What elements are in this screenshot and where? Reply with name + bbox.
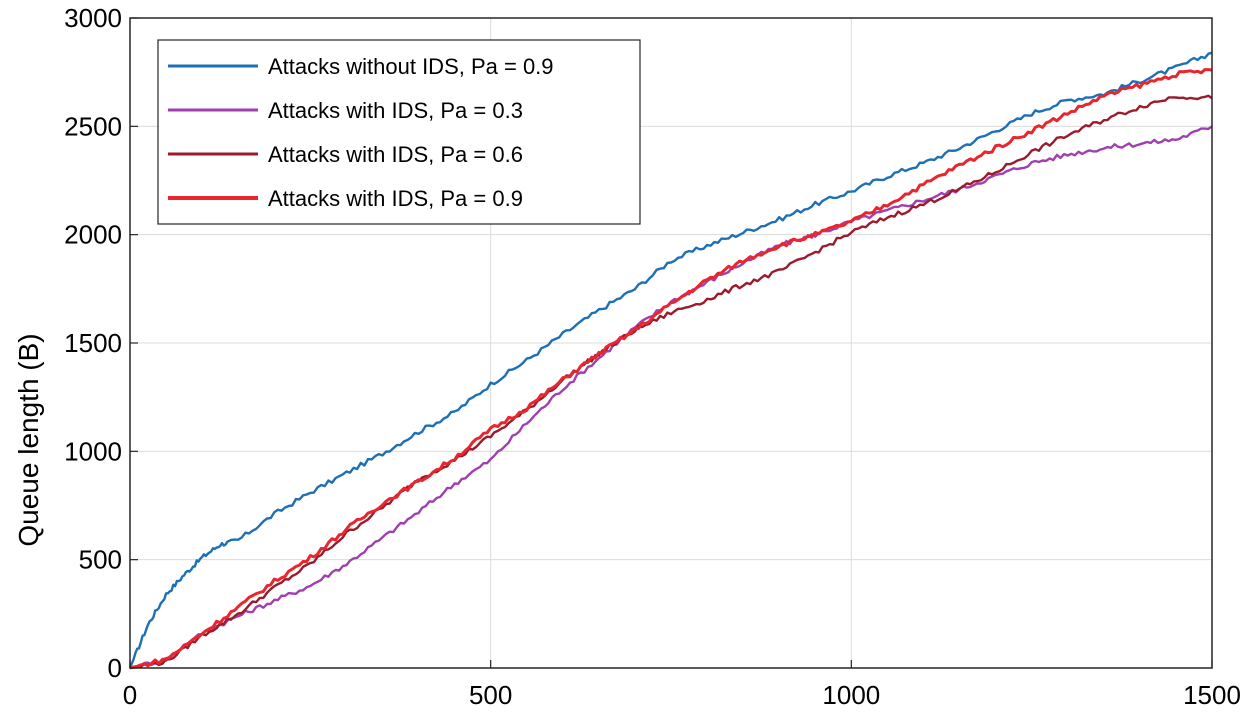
series-line-3 bbox=[129, 94, 1213, 670]
y-axis-title: Queue length (B) bbox=[13, 333, 44, 546]
axis-ticks: 0 500 1000 1500 0 500 1000 1500 2000 2500 3000 bbox=[64, 3, 1241, 710]
x-tick-label: 500 bbox=[469, 680, 512, 710]
series-line-1 bbox=[128, 51, 1213, 669]
legend-label: Attacks with IDS, Pa = 0.3 bbox=[268, 98, 523, 123]
legend-label: Attacks with IDS, Pa = 0.9 bbox=[268, 186, 523, 211]
y-tick-label: 500 bbox=[79, 545, 122, 575]
x-tick-label: 0 bbox=[123, 680, 137, 710]
y-tick-label: 2000 bbox=[64, 220, 122, 250]
x-tick-label: 1000 bbox=[822, 680, 880, 710]
series-layer bbox=[128, 51, 1213, 670]
y-tick-label: 1000 bbox=[64, 436, 122, 466]
x-tick-label: 1500 bbox=[1183, 680, 1241, 710]
legend-box bbox=[157, 39, 641, 225]
series-line-4 bbox=[129, 68, 1213, 670]
y-tick-label: 1500 bbox=[64, 328, 122, 358]
y-tick-label: 3000 bbox=[64, 3, 122, 33]
y-tick-label: 2500 bbox=[64, 111, 122, 141]
legend-label: Attacks without IDS, Pa = 0.9 bbox=[268, 54, 554, 79]
legend: Attacks without IDS, Pa = 0.9 Attacks wit… bbox=[157, 39, 641, 225]
legend-label: Attacks with IDS, Pa = 0.6 bbox=[268, 142, 523, 167]
y-tick-label: 0 bbox=[108, 653, 122, 683]
